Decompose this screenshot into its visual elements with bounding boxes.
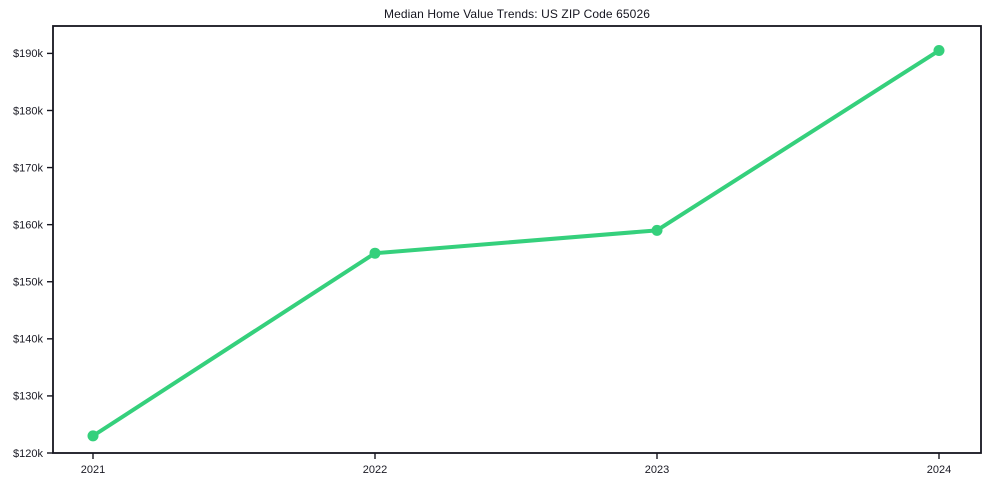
data-point (369, 247, 381, 259)
data-point (651, 224, 663, 236)
y-axis-label: $120k (13, 448, 43, 460)
x-axis-label: 2021 (81, 464, 105, 476)
data-point (87, 430, 99, 442)
x-axis-label: 2022 (363, 464, 387, 476)
y-axis-label: $140k (13, 334, 43, 346)
x-axis-label: 2024 (927, 464, 951, 476)
plot-border (52, 25, 982, 454)
chart-title: Median Home Value Trends: US ZIP Code 65… (383, 7, 650, 21)
y-axis-label: $160k (13, 219, 43, 231)
y-axis-label: $190k (13, 48, 43, 60)
y-axis-label: $180k (13, 105, 43, 117)
trend-line (91, 48, 941, 438)
data-point (933, 45, 945, 57)
y-axis-label: $170k (13, 162, 43, 174)
x-axis-label: 2023 (645, 464, 669, 476)
y-axis-label: $130k (13, 391, 43, 403)
y-axis-label: $150k (13, 277, 43, 289)
